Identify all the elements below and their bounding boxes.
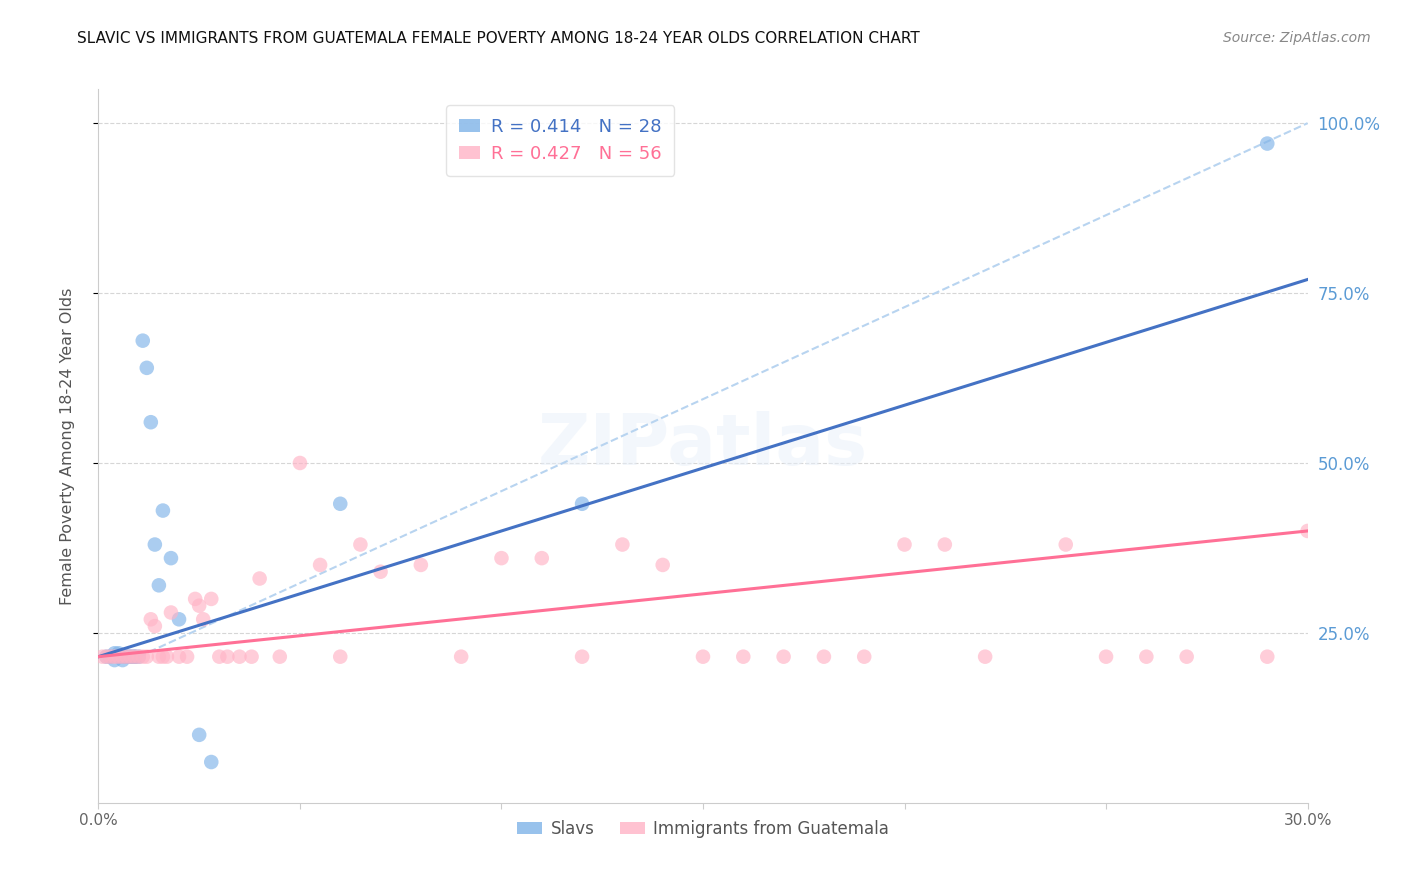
Point xyxy=(160,551,183,566)
Point xyxy=(160,606,183,620)
Point xyxy=(651,558,673,572)
Point xyxy=(111,649,134,664)
Point xyxy=(115,649,138,664)
Point xyxy=(1175,649,1198,664)
Y-axis label: Female Poverty Among 18-24 Year Olds: Female Poverty Among 18-24 Year Olds xyxy=(60,287,75,605)
Point xyxy=(103,646,125,660)
Point xyxy=(167,612,190,626)
Point xyxy=(128,649,150,664)
Point xyxy=(571,649,593,664)
Point xyxy=(103,653,125,667)
Point xyxy=(100,649,122,664)
Point xyxy=(152,649,174,664)
Point xyxy=(217,649,239,664)
Point xyxy=(349,537,371,551)
Point xyxy=(1095,649,1118,664)
Legend: Slavs, Immigrants from Guatemala: Slavs, Immigrants from Guatemala xyxy=(510,814,896,845)
Point xyxy=(893,537,915,551)
Point xyxy=(91,649,114,664)
Point xyxy=(450,649,472,664)
Point xyxy=(692,649,714,664)
Point xyxy=(103,649,125,664)
Point xyxy=(115,649,138,664)
Point xyxy=(135,360,157,375)
Point xyxy=(733,649,755,664)
Point xyxy=(148,649,170,664)
Point xyxy=(309,558,332,572)
Point xyxy=(124,649,146,664)
Point xyxy=(120,649,142,664)
Point xyxy=(107,649,129,664)
Point xyxy=(208,649,231,664)
Point xyxy=(143,619,166,633)
Point xyxy=(491,551,513,566)
Point xyxy=(1296,524,1319,538)
Point xyxy=(1054,537,1077,551)
Point xyxy=(167,649,190,664)
Point xyxy=(571,497,593,511)
Point xyxy=(120,649,142,664)
Point xyxy=(135,649,157,664)
Point xyxy=(107,646,129,660)
Point xyxy=(132,334,155,348)
Point xyxy=(132,649,155,664)
Point xyxy=(530,551,553,566)
Point xyxy=(1256,136,1278,151)
Point xyxy=(148,578,170,592)
Point xyxy=(228,649,250,664)
Point xyxy=(152,503,174,517)
Point xyxy=(156,649,179,664)
Point xyxy=(853,649,876,664)
Point xyxy=(111,653,134,667)
Point xyxy=(96,649,118,664)
Point xyxy=(124,649,146,664)
Point xyxy=(193,612,215,626)
Point xyxy=(200,591,222,606)
Point xyxy=(240,649,263,664)
Point xyxy=(188,599,211,613)
Point xyxy=(100,649,122,664)
Point xyxy=(249,572,271,586)
Point xyxy=(612,537,634,551)
Point xyxy=(188,728,211,742)
Point xyxy=(288,456,311,470)
Point xyxy=(370,565,392,579)
Point xyxy=(128,649,150,664)
Point xyxy=(107,649,129,664)
Point xyxy=(96,649,118,664)
Point xyxy=(1135,649,1157,664)
Point xyxy=(124,649,146,664)
Text: Source: ZipAtlas.com: Source: ZipAtlas.com xyxy=(1223,31,1371,45)
Point xyxy=(772,649,794,664)
Point xyxy=(813,649,835,664)
Point xyxy=(139,415,162,429)
Point xyxy=(934,537,956,551)
Point xyxy=(111,649,134,664)
Point xyxy=(143,537,166,551)
Point xyxy=(139,612,162,626)
Point xyxy=(200,755,222,769)
Text: SLAVIC VS IMMIGRANTS FROM GUATEMALA FEMALE POVERTY AMONG 18-24 YEAR OLDS CORRELA: SLAVIC VS IMMIGRANTS FROM GUATEMALA FEMA… xyxy=(77,31,920,46)
Point xyxy=(974,649,997,664)
Point xyxy=(115,649,138,664)
Point xyxy=(120,649,142,664)
Point xyxy=(329,649,352,664)
Point xyxy=(176,649,198,664)
Text: ZIPatlas: ZIPatlas xyxy=(538,411,868,481)
Point xyxy=(269,649,291,664)
Point xyxy=(184,591,207,606)
Point xyxy=(1256,649,1278,664)
Point xyxy=(329,497,352,511)
Point xyxy=(409,558,432,572)
